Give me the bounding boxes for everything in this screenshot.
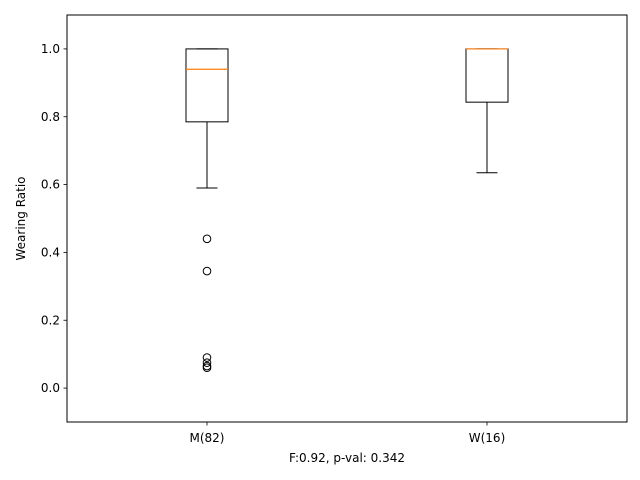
x-axis-label: F:0.92, p-val: 0.342: [289, 451, 405, 465]
y-tick-label: 0.4: [41, 245, 60, 259]
plot-area: [66, 14, 628, 423]
y-tick-label: 0.8: [41, 110, 60, 124]
y-axis: 0.0 0.2 0.4 0.6 0.8 1.0: [41, 42, 67, 395]
box-iqr: [185, 48, 229, 123]
y-tick-label: 0.2: [41, 313, 60, 327]
box-group: [465, 48, 509, 174]
x-axis: M(82) W(16): [190, 422, 506, 445]
outlier-point: [202, 358, 212, 367]
outlier-point: [202, 266, 212, 276]
x-tick-label: M(82): [190, 431, 225, 445]
boxes-layer: [185, 48, 509, 373]
y-tick-label: 0.0: [41, 381, 60, 395]
outlier-point: [202, 363, 212, 373]
y-tick-label: 0.6: [41, 178, 60, 192]
box-group: [185, 48, 229, 373]
outlier-point: [202, 234, 212, 244]
outlier-point: [202, 353, 212, 362]
x-tick-label: W(16): [469, 431, 506, 445]
y-tick-label: 1.0: [41, 42, 60, 56]
y-axis-label: Wearing Ratio: [14, 176, 28, 260]
